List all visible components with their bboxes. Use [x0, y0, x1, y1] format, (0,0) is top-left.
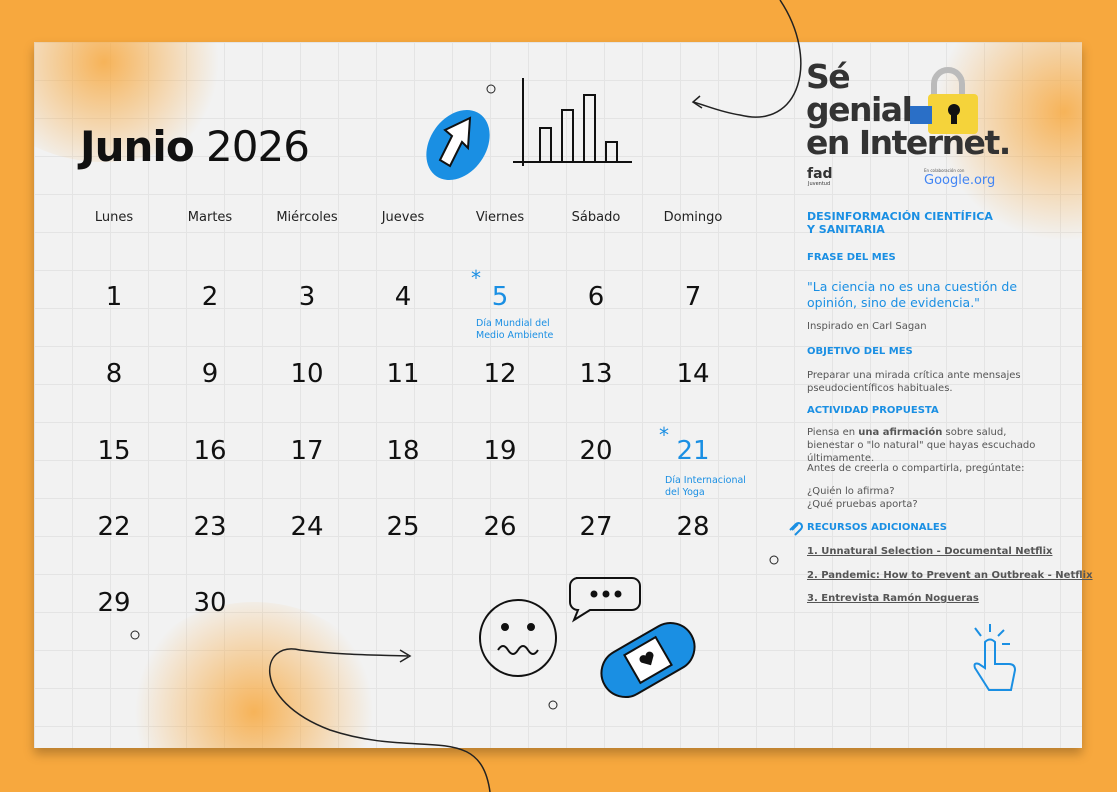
section-heading: OBJETIVO DEL MES: [807, 346, 913, 357]
logo: Sé genial en Internet.: [806, 57, 1011, 159]
text-bold: una afirmación: [858, 427, 943, 438]
day-cell: 16: [193, 436, 227, 466]
day-cell: 8: [105, 359, 123, 389]
text: sobre salud, bienestar o "lo natural" qu…: [807, 427, 1036, 464]
resource-link[interactable]: 3. Entrevista Ramón Nogueras: [807, 593, 979, 604]
calendar-page: [34, 42, 1082, 748]
day-cell: 27: [579, 512, 613, 542]
day-cell: 22: [97, 512, 131, 542]
day-cell: 29: [97, 588, 131, 618]
resource-link[interactable]: 1. Unnatural Selection - Documental Netf…: [807, 546, 1053, 557]
topic-heading: DESINFORMACIÓN CIENTÍFICA Y SANITARIA: [807, 210, 993, 236]
question: ¿Quién lo afirma?: [807, 486, 895, 497]
resource-link[interactable]: 2. Pandemic: How to Prevent an Outbreak …: [807, 570, 1093, 581]
day-cell: 23: [193, 512, 227, 542]
day-cell: 4: [394, 282, 412, 312]
asterisk-icon: *: [471, 266, 481, 290]
day-cell: 25: [386, 512, 420, 542]
day-cell: 20: [579, 436, 613, 466]
weekday: Jueves: [381, 210, 425, 225]
weekday: Martes: [187, 210, 233, 225]
cursor-icon: [426, 109, 490, 181]
fad-logo-sub: Juventud: [808, 181, 831, 187]
fad-logo: fad: [807, 166, 833, 182]
logo-text: genial: [806, 90, 913, 129]
page-title: Junio 2026: [80, 122, 310, 171]
day-cell: 10: [290, 359, 324, 389]
bar-chart-icon: [513, 78, 632, 166]
google-logo: Google.org: [924, 173, 996, 188]
day-cell: 11: [386, 359, 420, 389]
day-cell: 9: [201, 359, 219, 389]
activity-text: Antes de creerla o compartirla, pregúnta…: [807, 463, 1025, 474]
day-cell: 21: [676, 436, 710, 466]
section-heading: ACTIVIDAD PROPUESTA: [807, 405, 939, 416]
logo-text: Sé: [806, 57, 851, 96]
bandage-icon: [600, 622, 696, 698]
day-cell: 13: [579, 359, 613, 389]
day-cell: 7: [684, 282, 702, 312]
quote: "La ciencia no es una cuestión de opinió…: [807, 279, 1018, 310]
event-label: Día Mundial del Medio Ambiente: [476, 318, 554, 341]
weekday: Sábado: [571, 210, 621, 225]
day-cell: 3: [298, 282, 316, 312]
hand-tap-icon: [973, 624, 1017, 691]
padlock-icon: [910, 67, 978, 134]
question: ¿Qué pruebas aporta?: [807, 499, 918, 510]
day-cell: 14: [676, 359, 710, 389]
day-cell: 24: [290, 512, 324, 542]
day-cell: 1: [105, 282, 123, 312]
link-icon: [789, 521, 804, 536]
collab-text: En colaboración con: [924, 168, 965, 173]
day-cell: 18: [386, 436, 420, 466]
section-heading: FRASE DEL MES: [807, 252, 896, 263]
weekday: Miércoles: [276, 210, 338, 225]
day-cell: 19: [483, 436, 517, 466]
day-cell: 30: [193, 588, 227, 618]
day-cell: 12: [483, 359, 517, 389]
quote-source: Inspirado en Carl Sagan: [807, 321, 927, 332]
weekday: Lunes: [94, 210, 134, 225]
weekday: Domingo: [663, 210, 723, 225]
weekday: Viernes: [475, 210, 525, 225]
year-label: 2026: [206, 122, 310, 171]
event-label: Día Internacional del Yoga: [665, 475, 746, 498]
day-cell: 26: [483, 512, 517, 542]
asterisk-icon: *: [659, 423, 669, 447]
text: Piensa en: [807, 427, 859, 438]
day-cell: 17: [290, 436, 324, 466]
day-cell: 28: [676, 512, 710, 542]
day-cell: 5: [491, 282, 509, 312]
day-cell: 2: [201, 282, 219, 312]
day-cell: 6: [587, 282, 605, 312]
section-heading: RECURSOS ADICIONALES: [807, 522, 947, 533]
goal-text: Preparar una mirada crítica ante mensaje…: [807, 370, 1021, 394]
month-label: Junio: [80, 122, 195, 171]
activity-text: Piensa en una afirmación sobre salud, bi…: [807, 426, 1047, 465]
confused-face-icon: [479, 577, 641, 677]
day-cell: 15: [97, 436, 131, 466]
